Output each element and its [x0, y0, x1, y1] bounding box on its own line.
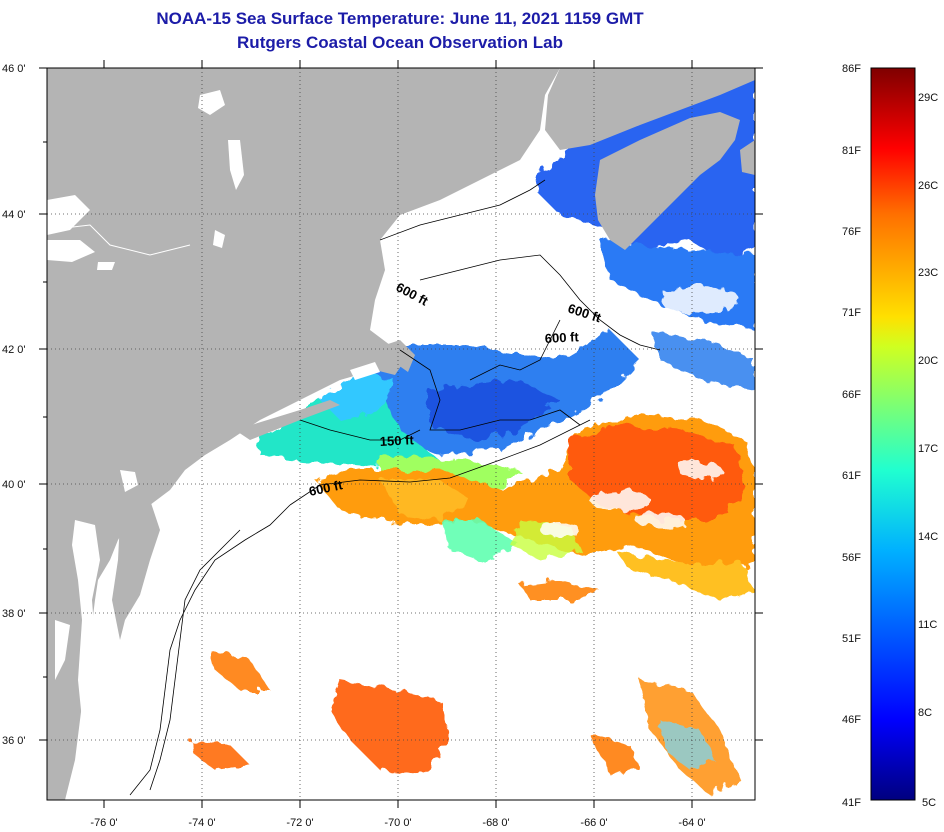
cbar-c-26: 26C: [918, 180, 938, 192]
cbar-f-76: 76F: [842, 226, 861, 238]
lat-label-46: 46 0': [2, 63, 26, 75]
land: [47, 68, 755, 800]
cbar-f-41: 41F: [842, 797, 861, 809]
cbar-f-61: 61F: [842, 470, 861, 482]
cbar-c-29: 29C: [918, 92, 938, 104]
contour-label-600ft-4: 600 ft: [308, 477, 345, 499]
cbar-f-86: 86F: [842, 63, 861, 75]
cbar-f-51: 51F: [842, 633, 861, 645]
lat-label-40: 40 0': [2, 479, 26, 491]
lon-label-74: -74 0': [188, 817, 215, 829]
cbar-f-71: 71F: [842, 307, 861, 319]
lat-label-44: 44 0': [2, 209, 26, 221]
lon-label-72: -72 0': [286, 817, 313, 829]
lon-label-76: -76 0': [90, 817, 117, 829]
sst-field: [190, 75, 755, 795]
lat-label-42: 42 0': [2, 344, 26, 356]
cbar-c-5: 5C: [922, 797, 936, 809]
bathymetry-contours: [129, 179, 661, 796]
map-subtitle: Rutgers Coastal Ocean Observation Lab: [237, 33, 563, 52]
contour-label-150ft: 150 ft: [379, 432, 414, 449]
frame-ticks: [39, 60, 763, 808]
lon-label-70: -70 0': [384, 817, 411, 829]
colorbar-celsius-labels: 29C 26C 23C 20C 17C 14C 11C 8C 5C: [918, 92, 938, 809]
cbar-f-66: 66F: [842, 389, 861, 401]
colorbar: [870, 67, 916, 801]
contour-label-600ft-3: 600 ft: [544, 329, 579, 346]
map-content: [47, 68, 755, 800]
lon-label-66: -66 0': [580, 817, 607, 829]
map-border: [46, 67, 756, 801]
lon-label-68: -68 0': [482, 817, 509, 829]
cbar-f-46: 46F: [842, 714, 861, 726]
map-title: NOAA-15 Sea Surface Temperature: June 11…: [156, 9, 644, 28]
cbar-c-8: 8C: [918, 707, 932, 719]
lat-label-36: 36 0': [2, 735, 26, 747]
cbar-c-23: 23C: [918, 267, 938, 279]
cbar-c-20: 20C: [918, 355, 938, 367]
cbar-c-11: 11C: [918, 619, 937, 631]
cbar-c-14: 14C: [918, 531, 938, 543]
cbar-c-17: 17C: [918, 443, 938, 455]
borders: [47, 224, 211, 471]
cloud-gaps: [540, 286, 750, 538]
lat-label-38: 38 0': [2, 608, 26, 620]
colorbar-fahrenheit-labels: 86F 81F 76F 71F 66F 61F 56F 51F 46F 41F: [842, 63, 861, 809]
cbar-f-56: 56F: [842, 552, 861, 564]
lon-label-64: -64 0': [678, 817, 705, 829]
cbar-f-81: 81F: [842, 145, 861, 157]
inland-water: [47, 90, 380, 720]
